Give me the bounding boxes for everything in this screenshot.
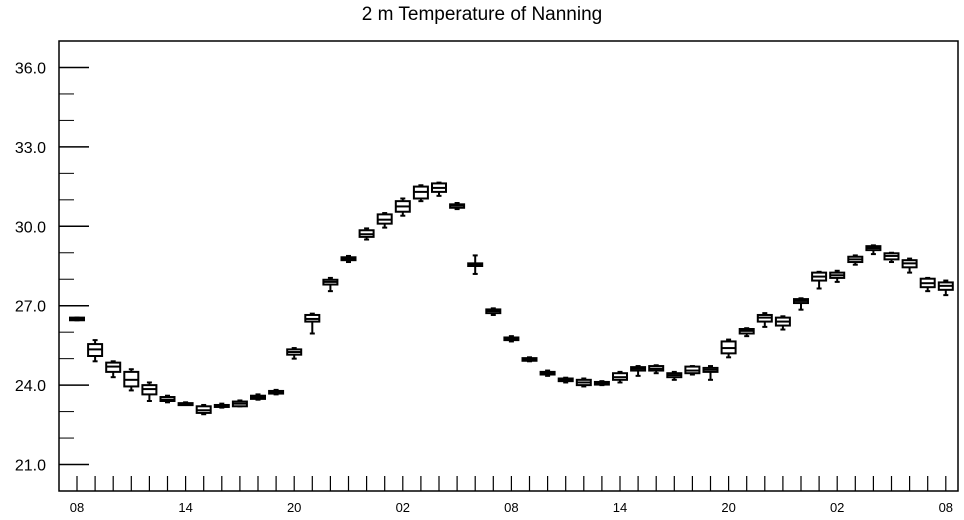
x-tick-label: 08 — [70, 500, 84, 515]
box-item — [412, 184, 429, 203]
y-tick-label: 33.0 — [15, 140, 46, 157]
box-item — [304, 312, 321, 335]
box-item — [684, 365, 701, 376]
box-item — [666, 370, 683, 381]
box-item — [883, 251, 900, 264]
box-item — [575, 377, 592, 388]
box-item — [286, 347, 303, 360]
box-item — [141, 381, 158, 402]
box-item — [159, 394, 176, 404]
box-item — [630, 365, 647, 377]
box-item — [738, 327, 755, 338]
box-item — [901, 257, 918, 274]
box-item — [829, 269, 846, 283]
box-item — [376, 212, 393, 229]
x-tick-label: 20 — [721, 500, 735, 515]
x-tick-label: 14 — [178, 500, 192, 515]
y-tick-label: 30.0 — [15, 219, 46, 236]
box-item — [811, 270, 828, 290]
y-tick-label: 21.0 — [15, 458, 46, 475]
y-tick-label: 27.0 — [15, 299, 46, 316]
box-item — [431, 181, 447, 197]
x-tick-label: 02 — [396, 500, 410, 515]
box-item — [648, 364, 665, 375]
box-item — [213, 402, 230, 409]
box-item — [865, 244, 882, 256]
x-tick-label: 02 — [830, 500, 844, 515]
box-item — [521, 356, 538, 363]
box-item — [105, 360, 122, 379]
box-item — [195, 403, 212, 416]
y-tick-label: 36.0 — [15, 60, 46, 77]
box-item — [919, 276, 936, 293]
y-tick-label: 24.0 — [15, 378, 46, 395]
box-item — [593, 380, 610, 387]
box-item — [394, 197, 411, 217]
box-item — [774, 315, 791, 331]
box-item — [847, 254, 864, 266]
box-item — [250, 393, 266, 401]
box-item — [358, 227, 375, 241]
box-item — [756, 312, 773, 328]
box-item — [449, 202, 466, 211]
box-item — [485, 307, 502, 316]
x-tick-label: 14 — [613, 500, 627, 515]
box-item — [720, 338, 737, 359]
box-item — [539, 369, 556, 377]
box-item — [231, 399, 248, 408]
box-item — [612, 370, 628, 384]
box-item — [268, 388, 285, 396]
box-item — [503, 335, 520, 343]
box-item — [123, 368, 140, 392]
chart-title: 2 m Temperature of Nanning — [361, 4, 603, 25]
box-item — [937, 279, 954, 297]
box-item — [87, 339, 104, 363]
box-item — [793, 297, 809, 311]
box-item — [557, 376, 574, 384]
plot-frame — [58, 40, 959, 492]
x-tick-label: 20 — [287, 500, 301, 515]
box-item — [177, 401, 194, 407]
x-tick-label: 08 — [939, 500, 953, 515]
box-item — [702, 365, 719, 381]
box-item — [69, 316, 85, 322]
box-item — [340, 254, 357, 264]
x-tick-label: 08 — [504, 500, 518, 515]
box-item — [467, 254, 484, 275]
box-item — [322, 276, 339, 293]
